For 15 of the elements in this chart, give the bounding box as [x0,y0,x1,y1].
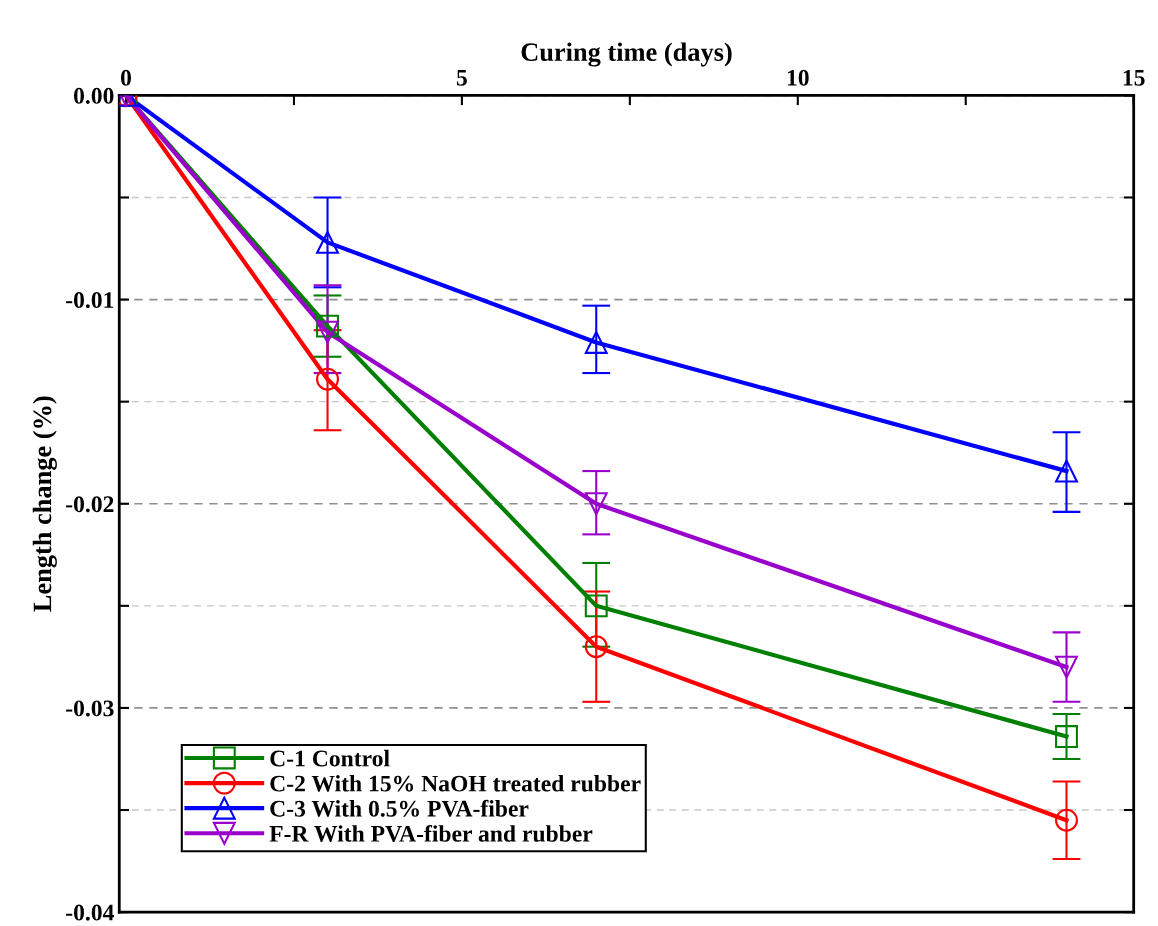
legend-label: C-2 With 15% NaOH treated rubber [270,774,641,792]
x-tick-label: 0 [120,69,131,86]
x-tick-label: 10 [787,69,809,86]
y-tick-label: -0.02 [66,496,114,513]
x-tick-label: 15 [1123,69,1145,86]
y-tick-label: -0.04 [66,904,114,921]
x-axis-title: Curing time (days) [521,42,732,67]
legend-label: F-R With PVA-fiber and rubber [269,824,593,842]
x-tick-label: 5 [456,70,467,86]
legend-label: C-3 With 0.5% PVA-fiber [270,799,529,817]
y-tick-label: 0.00 [73,87,114,104]
y-axis-title: Length change (%) [32,396,57,612]
y-tick-label: -0.03 [66,700,114,717]
y-tick-label: -0.01 [66,292,114,309]
legend-label: C-1 Control [270,749,390,767]
